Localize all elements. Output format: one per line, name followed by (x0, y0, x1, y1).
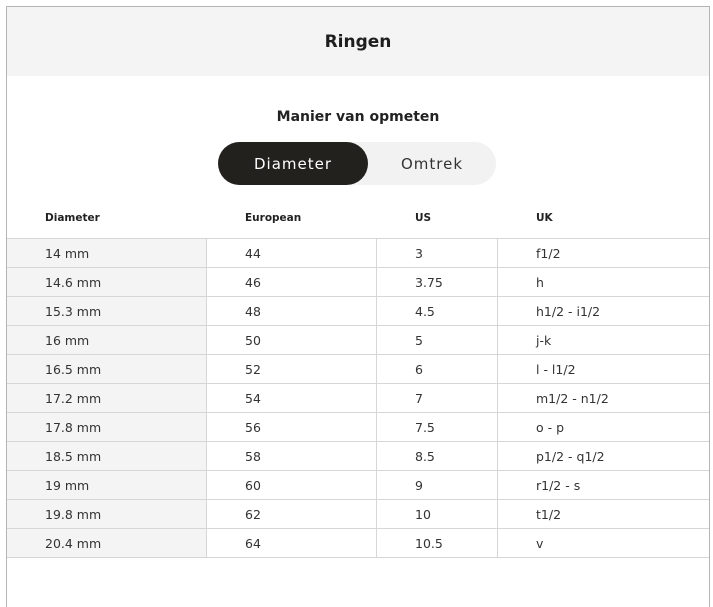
cell-us: 4.5 (376, 296, 498, 326)
table-row: 15.3 mm 48 4.5 h1/2 - i1/2 (7, 296, 709, 326)
cell-uk: v (497, 528, 709, 558)
table-row: 14.6 mm 46 3.75 h (7, 267, 709, 297)
toggle-diameter[interactable]: Diameter (218, 142, 368, 185)
cell-uk: m1/2 - n1/2 (497, 383, 709, 413)
cell-diameter: 14 mm (7, 238, 207, 268)
cell-uk: j-k (497, 325, 709, 355)
table-row: 16.5 mm 52 6 l - l1/2 (7, 354, 709, 384)
table-row: 18.5 mm 58 8.5 p1/2 - q1/2 (7, 441, 709, 471)
cell-uk: h1/2 - i1/2 (497, 296, 709, 326)
table-row: 14 mm 44 3 f1/2 (7, 238, 709, 268)
toggle-omtrek[interactable]: Omtrek (400, 154, 464, 173)
size-table: 14 mm 44 3 f1/2 14.6 mm 46 3.75 h 15.3 mm 48 4.5 h1… (7, 238, 709, 558)
table-row: 20.4 mm 64 10.5 v (7, 528, 709, 558)
cell-european: 64 (206, 528, 377, 558)
cell-us: 7 (376, 383, 498, 413)
cell-european: 56 (206, 412, 377, 442)
cell-european: 60 (206, 470, 377, 500)
cell-uk: f1/2 (497, 238, 709, 268)
cell-diameter: 16 mm (7, 325, 207, 355)
measure-toggle: Diameter Omtrek (218, 142, 496, 185)
cell-uk: r1/2 - s (497, 470, 709, 500)
table-row: 17.8 mm 56 7.5 o - p (7, 412, 709, 442)
cell-european: 48 (206, 296, 377, 326)
cell-european: 44 (206, 238, 377, 268)
measure-method-label: Manier van opmeten (276, 109, 440, 125)
cell-us: 3.75 (376, 267, 498, 297)
cell-us: 7.5 (376, 412, 498, 442)
cell-uk: l - l1/2 (497, 354, 709, 384)
cell-european: 58 (206, 441, 377, 471)
table-row: 16 mm 50 5 j-k (7, 325, 709, 355)
cell-diameter: 14.6 mm (7, 267, 207, 297)
header: Ringen (7, 7, 709, 76)
cell-european: 62 (206, 499, 377, 529)
table-row: 17.2 mm 54 7 m1/2 - n1/2 (7, 383, 709, 413)
cell-us: 8.5 (376, 441, 498, 471)
cell-us: 10.5 (376, 528, 498, 558)
cell-uk: h (497, 267, 709, 297)
cell-us: 5 (376, 325, 498, 355)
column-header-diameter: Diameter (45, 212, 100, 224)
cell-diameter: 19.8 mm (7, 499, 207, 529)
column-header-uk: UK (536, 212, 553, 224)
cell-uk: o - p (497, 412, 709, 442)
cell-diameter: 17.8 mm (7, 412, 207, 442)
table-row: 19.8 mm 62 10 t1/2 (7, 499, 709, 529)
column-header-european: European (245, 212, 302, 224)
cell-european: 52 (206, 354, 377, 384)
table-row: 19 mm 60 9 r1/2 - s (7, 470, 709, 500)
cell-us: 6 (376, 354, 498, 384)
cell-european: 50 (206, 325, 377, 355)
column-header-us: US (415, 212, 432, 224)
cell-us: 3 (376, 238, 498, 268)
cell-us: 9 (376, 470, 498, 500)
table-header: Diameter European US UK (7, 212, 709, 228)
cell-uk: p1/2 - q1/2 (497, 441, 709, 471)
cell-european: 54 (206, 383, 377, 413)
cell-diameter: 17.2 mm (7, 383, 207, 413)
page-title: Ringen (324, 31, 392, 52)
cell-diameter: 19 mm (7, 470, 207, 500)
cell-diameter: 16.5 mm (7, 354, 207, 384)
cell-us: 10 (376, 499, 498, 529)
cell-european: 46 (206, 267, 377, 297)
cell-diameter: 20.4 mm (7, 528, 207, 558)
cell-diameter: 15.3 mm (7, 296, 207, 326)
size-guide-panel: Ringen Manier van opmeten Diameter Omtre… (6, 6, 710, 607)
cell-uk: t1/2 (497, 499, 709, 529)
cell-diameter: 18.5 mm (7, 441, 207, 471)
